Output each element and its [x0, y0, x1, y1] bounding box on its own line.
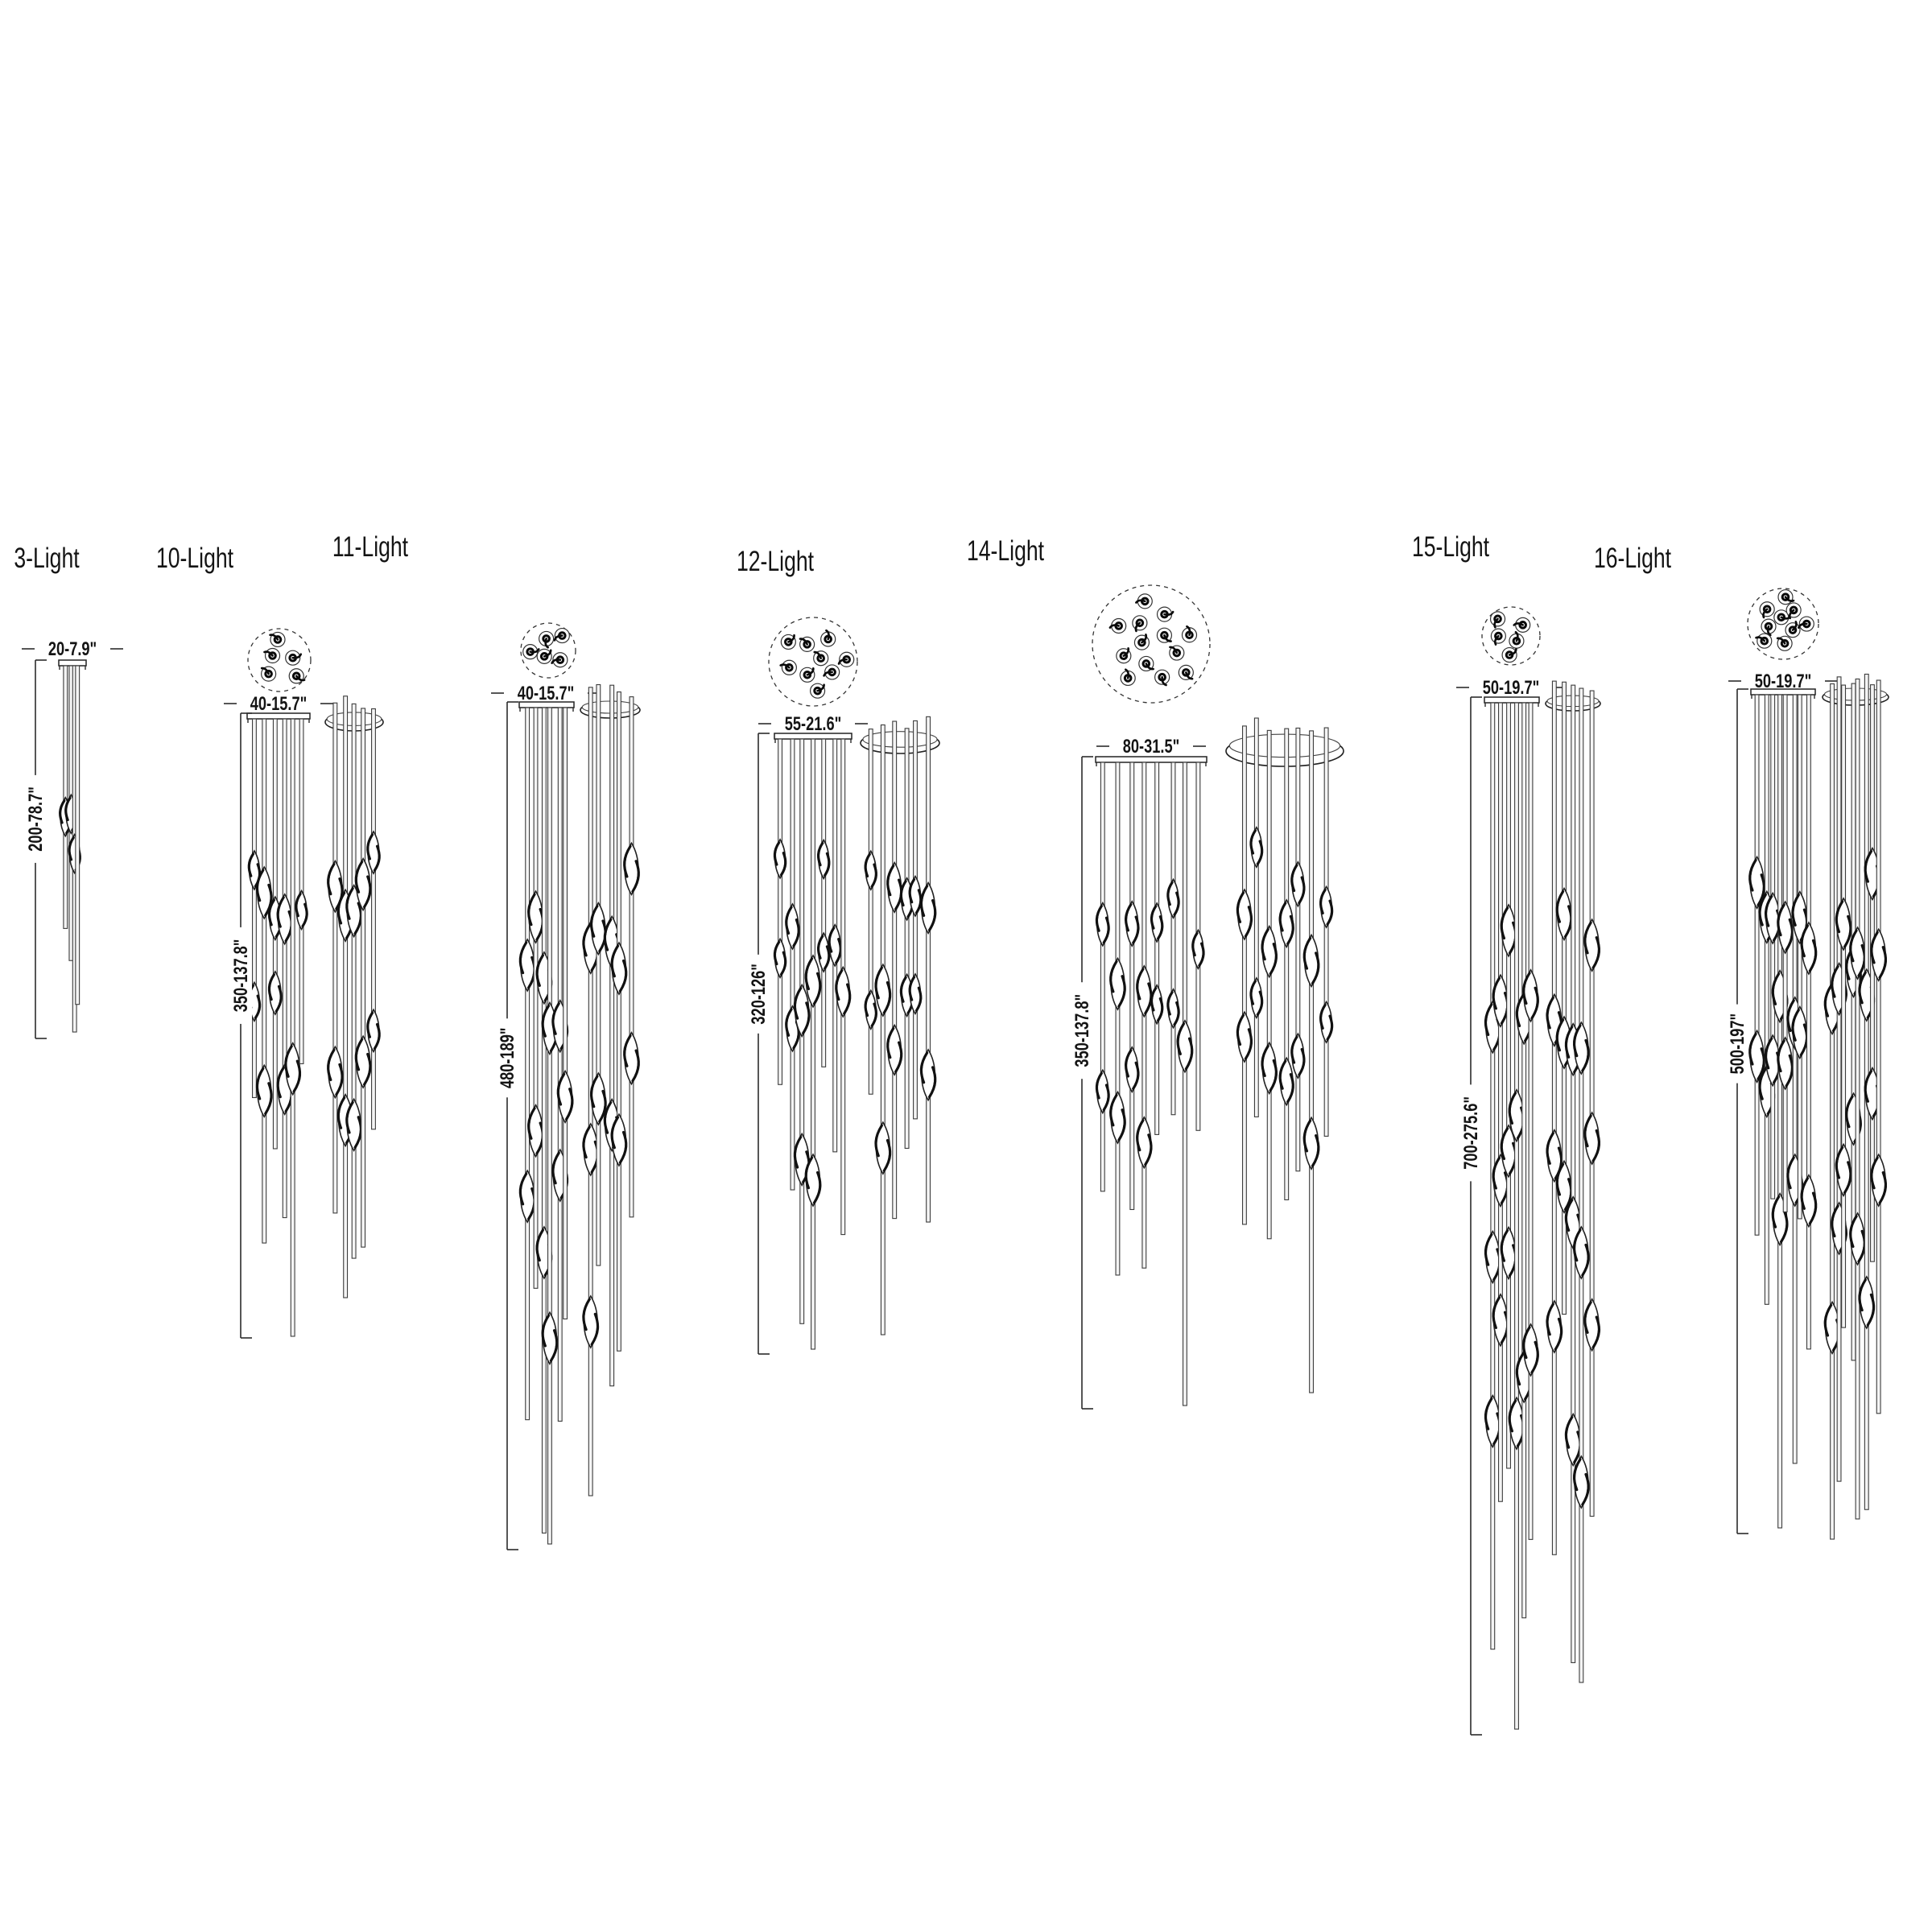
- side-view-flat-canopy: [1484, 696, 1540, 1730]
- fixture-height-label: 350-137.8": [229, 939, 251, 1013]
- canopy-width-label: 40-15.7": [250, 692, 307, 714]
- side-view-flat-canopy: [518, 701, 575, 1545]
- side-view-round-canopy: [1822, 673, 1889, 1540]
- fixture-14-light: 80-31.5" 350-137.8" 14-Light: [967, 535, 1344, 1410]
- fixture-height-dimension: 320-126": [747, 733, 770, 1355]
- fixture-title: 14-Light: [967, 535, 1044, 566]
- canopy-width-label: 20-7.9": [48, 638, 97, 659]
- canopy-width-dimension: 40-15.7": [224, 692, 333, 715]
- fixture-height-dimension: 350-137.8": [1071, 756, 1093, 1410]
- side-view-flat-canopy: [773, 733, 852, 1350]
- fixture-16-light: 50-19.7" 500-197" 16-Light: [1594, 542, 1889, 1540]
- top-view: [1747, 588, 1819, 660]
- fixture-height-label: 500-197": [1726, 1013, 1748, 1075]
- canopy-width-dimension: 50-19.7": [1456, 676, 1566, 699]
- side-view-round-canopy: [860, 716, 940, 1335]
- top-view: [768, 617, 858, 707]
- fixture-3-light: 20-7.9" 200-78.7" 3-Light: [14, 542, 123, 1039]
- fixture-title: 16-Light: [1594, 542, 1671, 573]
- canopy-width-label: 55-21.6": [785, 712, 841, 734]
- canopy-width-label: 50-19.7": [1483, 676, 1539, 698]
- fixture-12-light: 55-21.6" 320-126" 12-Light: [737, 545, 940, 1355]
- canopy-width-label: 40-15.7": [518, 682, 574, 704]
- side-view-round-canopy: [1545, 680, 1601, 1683]
- side-view-flat-canopy: [1095, 756, 1208, 1406]
- fixture-11-light: 40-15.7" 480-189" 11-Light: [332, 530, 641, 1550]
- fixture-title: 15-Light: [1412, 530, 1489, 562]
- fixture-height-dimension: 480-189": [496, 701, 518, 1550]
- canopy-width-dimension: 80-31.5": [1096, 735, 1206, 758]
- fixture-height-dimension: 200-78.7": [24, 659, 47, 1039]
- fixture-15-light: 50-19.7" 700-275.6" 15-Light: [1412, 530, 1601, 1736]
- fixture-title: 10-Light: [156, 542, 233, 573]
- side-view-flat-canopy: [246, 712, 311, 1337]
- canopy-width-label: 50-19.7": [1755, 670, 1811, 691]
- side-view-round-canopy: [324, 696, 384, 1298]
- side-view-round-canopy: [1225, 717, 1344, 1393]
- top-view: [1092, 584, 1211, 704]
- fixture-height-label: 480-189": [496, 1027, 518, 1088]
- fixture-height-label: 700-275.6": [1459, 1096, 1481, 1170]
- fixture-title: 12-Light: [737, 545, 814, 576]
- fixture-height-label: 200-78.7": [24, 786, 46, 852]
- fixture-height-label: 320-126": [747, 964, 769, 1025]
- fixture-title: 3-Light: [14, 542, 80, 573]
- top-view: [1481, 606, 1541, 666]
- canopy-width-dimension: 55-21.6": [758, 712, 868, 735]
- fixture-height-label: 350-137.8": [1071, 994, 1092, 1067]
- fixture-10-light: 40-15.7" 350-137.8" 10-Light: [156, 542, 384, 1339]
- canopy-width-dimension: 40-15.7": [491, 682, 601, 704]
- side-view-flat-canopy: [58, 659, 87, 1033]
- fixture-height-dimension: 700-275.6": [1459, 696, 1482, 1736]
- side-view-round-canopy: [580, 683, 641, 1496]
- canopy-width-label: 80-31.5": [1123, 735, 1179, 757]
- top-view: [247, 628, 312, 692]
- canopy-width-dimension: 20-7.9": [22, 638, 123, 660]
- fixture-title: 11-Light: [332, 530, 408, 562]
- canopy-width-dimension: 50-19.7": [1728, 670, 1838, 692]
- fixture-height-dimension: 350-137.8": [229, 712, 252, 1339]
- top-view: [520, 622, 576, 679]
- side-view-flat-canopy: [1748, 688, 1818, 1529]
- fixture-height-dimension: 500-197": [1726, 688, 1748, 1534]
